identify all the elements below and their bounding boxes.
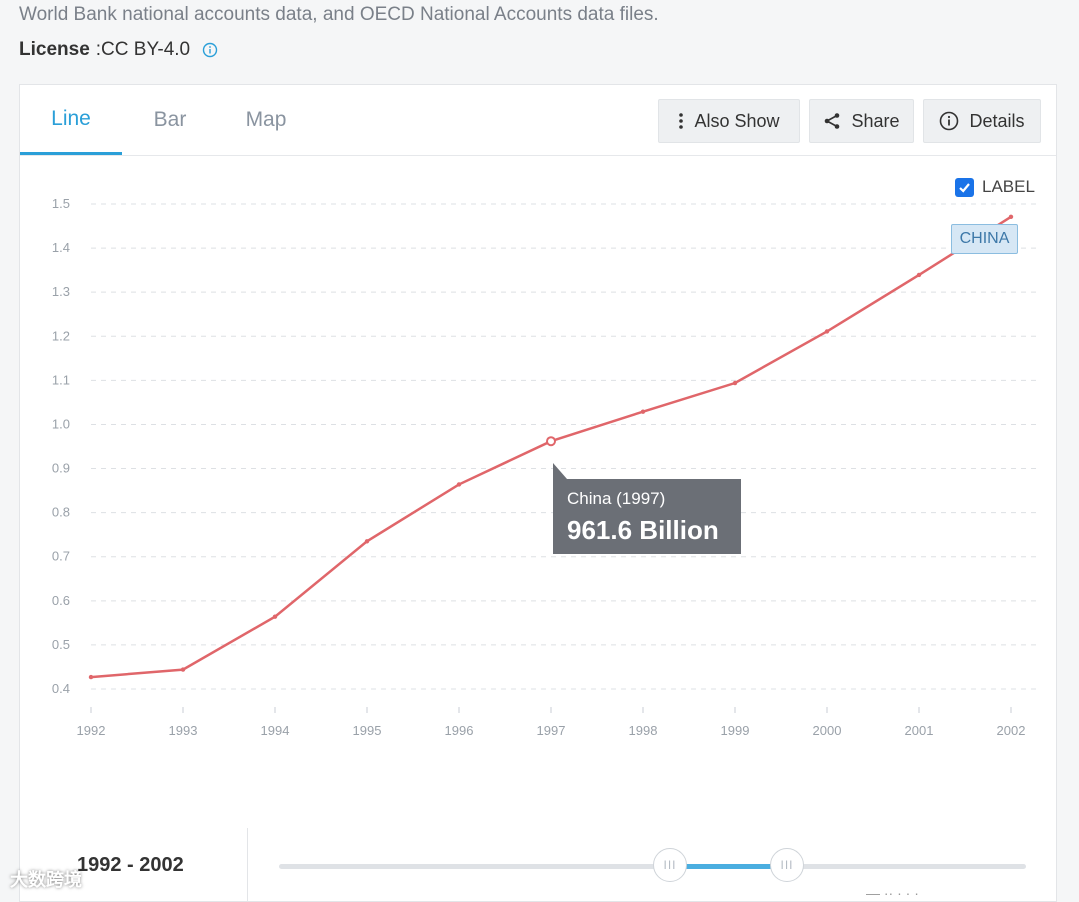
y-tick-label: 1.2: [52, 328, 70, 343]
series-label-china: CHINA: [951, 224, 1018, 254]
x-tick-label: 1994: [261, 723, 290, 738]
tab-bar[interactable]: Bar: [153, 108, 187, 131]
tooltip-arrow: [553, 463, 567, 479]
share-icon: [825, 113, 840, 129]
range-label: 1992 - 2002: [77, 854, 184, 876]
tooltip-value: 961.6 Billion: [567, 515, 719, 545]
watermark: 大数跨境: [10, 870, 82, 890]
y-tick-label: 0.5: [52, 637, 70, 652]
more-vert-icon: [679, 113, 684, 129]
y-tick-label: 1.3: [52, 284, 70, 299]
data-point: [180, 667, 186, 672]
x-tick-label: 1997: [537, 723, 566, 738]
data-tooltip: China (1997) 961.6 Billion: [553, 463, 741, 554]
line-chart: 0.4 0.5 0.6 0.7 0.8 0.9 1.0 1.1 1.2 1.3 1.4 1.5 1992…: [52, 196, 1040, 738]
range-slider-track[interactable]: [279, 864, 1026, 869]
also-show-label: Also Show: [694, 110, 780, 131]
source-text: World Bank national accounts data, and O…: [19, 4, 659, 25]
license-row: License : CC BY-4.0: [19, 39, 218, 61]
x-tick-label: 2000: [813, 723, 842, 738]
data-point: [88, 674, 94, 680]
also-show-button[interactable]: Also Show: [658, 99, 800, 143]
label-checkbox[interactable]: [955, 177, 974, 197]
data-point: [272, 614, 278, 619]
info-outline-icon: [940, 111, 959, 131]
data-point: [732, 380, 738, 386]
chart-card: Line Bar Map Also Show Share Details 0.4…: [19, 84, 1057, 830]
y-tick-label: 0.6: [52, 593, 70, 608]
tooltip-title: China (1997): [567, 489, 666, 508]
tab-map[interactable]: Map: [245, 108, 287, 131]
license-value: CC BY-4.0: [101, 39, 191, 60]
highlighted-point: [546, 436, 556, 447]
y-tick-label: 0.9: [52, 461, 70, 476]
license-separator: :: [95, 39, 102, 60]
y-tick-label: 0.7: [52, 549, 70, 564]
y-tick-label: 1.1: [52, 372, 70, 387]
y-tick-label: 1.4: [52, 240, 70, 255]
y-tick-label: 1.5: [52, 196, 70, 211]
range-handle-end[interactable]: III: [770, 848, 804, 882]
check-icon: [959, 182, 970, 193]
x-tick-label: 1993: [169, 723, 198, 738]
y-tick-label: 1.0: [52, 416, 70, 431]
label-toggle[interactable]: LABEL: [955, 177, 1035, 197]
x-tick-label: 2002: [997, 723, 1026, 738]
range-divider: [247, 828, 248, 901]
data-point: [456, 482, 462, 487]
y-tick-label: 0.8: [52, 505, 70, 520]
data-point: [364, 539, 370, 544]
share-button[interactable]: Share: [809, 99, 914, 143]
data-point: [916, 272, 922, 278]
y-tick-label: 0.4: [52, 681, 70, 696]
range-handle-start[interactable]: III: [653, 848, 687, 882]
details-button[interactable]: Details: [923, 99, 1041, 143]
license-label: License: [19, 39, 90, 60]
info-icon[interactable]: [202, 42, 218, 58]
tab-line[interactable]: Line: [20, 85, 122, 155]
details-label: Details: [969, 110, 1025, 131]
x-tick-label: 1996: [445, 723, 474, 738]
x-tick-label: 1995: [353, 723, 382, 738]
data-point: [1008, 214, 1014, 219]
x-tick-label: 1998: [629, 723, 658, 738]
data-point: [640, 409, 646, 414]
x-tick-label: 2001: [905, 723, 934, 738]
watermark-right: — ·· · · ·: [866, 885, 919, 901]
range-slider-fill: [671, 864, 786, 869]
chart-tabs: Line Bar Map: [20, 85, 314, 155]
share-label: Share: [851, 110, 900, 131]
series-line-china: [90, 215, 1012, 679]
x-tick-label: 1999: [721, 723, 750, 738]
data-point: [824, 329, 830, 334]
x-tick-label: 1992: [77, 723, 106, 738]
label-toggle-text: LABEL: [982, 177, 1035, 196]
tab-divider: [20, 155, 1056, 156]
